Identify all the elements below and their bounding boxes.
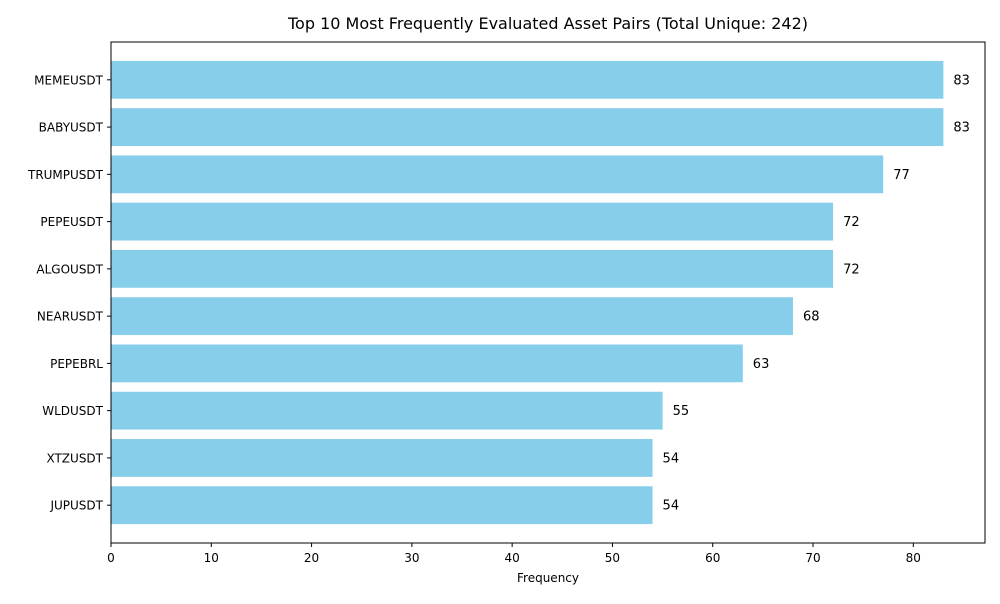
x-tick-label: 70 — [805, 551, 820, 565]
bar-wldusdt — [111, 391, 663, 430]
data-label-memeusdt: 83 — [953, 73, 970, 88]
x-tick-label: 60 — [705, 551, 720, 565]
bar-pepeusdt — [111, 202, 834, 241]
y-tick-label-algousdt: ALGOUSDT — [36, 262, 103, 276]
chart-title: Top 10 Most Frequently Evaluated Asset P… — [287, 14, 808, 33]
x-tick-label: 40 — [505, 551, 520, 565]
y-tick-label-jupusdt: JUPUSDT — [49, 499, 103, 513]
x-axis-label: Frequency — [517, 571, 579, 585]
y-tick-label-trumpusdt: TRUMPUSDT — [27, 168, 104, 182]
bar-pepebrl — [111, 344, 743, 383]
x-tick-label: 30 — [404, 551, 419, 565]
y-tick-label-babyusdt: BABYUSDT — [39, 121, 104, 135]
bar-nearusdt — [111, 297, 793, 336]
data-label-xtzusdt: 54 — [663, 451, 680, 466]
data-labels-layer: 83 83 77 72 72 68 63 55 54 54 — [663, 73, 970, 513]
bar-jupusdt — [111, 486, 653, 525]
data-label-pepeusdt: 72 — [843, 215, 860, 230]
y-tick-label-nearusdt: NEARUSDT — [37, 310, 104, 324]
data-label-babyusdt: 83 — [953, 121, 970, 136]
y-axis: MEMEUSDT BABYUSDT TRUMPUSDT PEPEUSDT ALGOUSD… — [27, 73, 111, 513]
x-tick-label: 20 — [304, 551, 319, 565]
y-tick-label-pepeusdt: PEPEUSDT — [40, 215, 103, 229]
bar-memeusdt — [111, 60, 944, 99]
data-label-algousdt: 72 — [843, 262, 860, 277]
bar-algousdt — [111, 249, 834, 288]
y-tick-label-pepebrl: PEPEBRL — [50, 357, 103, 371]
data-label-wldusdt: 55 — [673, 404, 690, 419]
x-tick-label: 10 — [204, 551, 219, 565]
data-label-pepebrl: 63 — [753, 357, 770, 372]
y-tick-label-memeusdt: MEMEUSDT — [34, 73, 104, 87]
data-label-jupusdt: 54 — [663, 499, 680, 514]
bar-trumpusdt — [111, 155, 884, 194]
x-tick-label: 80 — [906, 551, 921, 565]
bars-layer — [111, 60, 944, 525]
plot-frame — [110, 41, 986, 544]
data-label-trumpusdt: 77 — [893, 168, 910, 183]
y-tick-label-xtzusdt: XTZUSDT — [46, 451, 103, 465]
bar-xtzusdt — [111, 439, 653, 477]
y-tick-label-wldusdt: WLDUSDT — [42, 404, 103, 418]
data-label-nearusdt: 68 — [803, 310, 820, 325]
bar-babyusdt — [111, 108, 944, 146]
x-tick-label: 50 — [605, 551, 620, 565]
x-tick-label: 0 — [107, 551, 115, 565]
x-axis: 0 10 20 30 40 50 60 70 80 — [107, 543, 921, 565]
